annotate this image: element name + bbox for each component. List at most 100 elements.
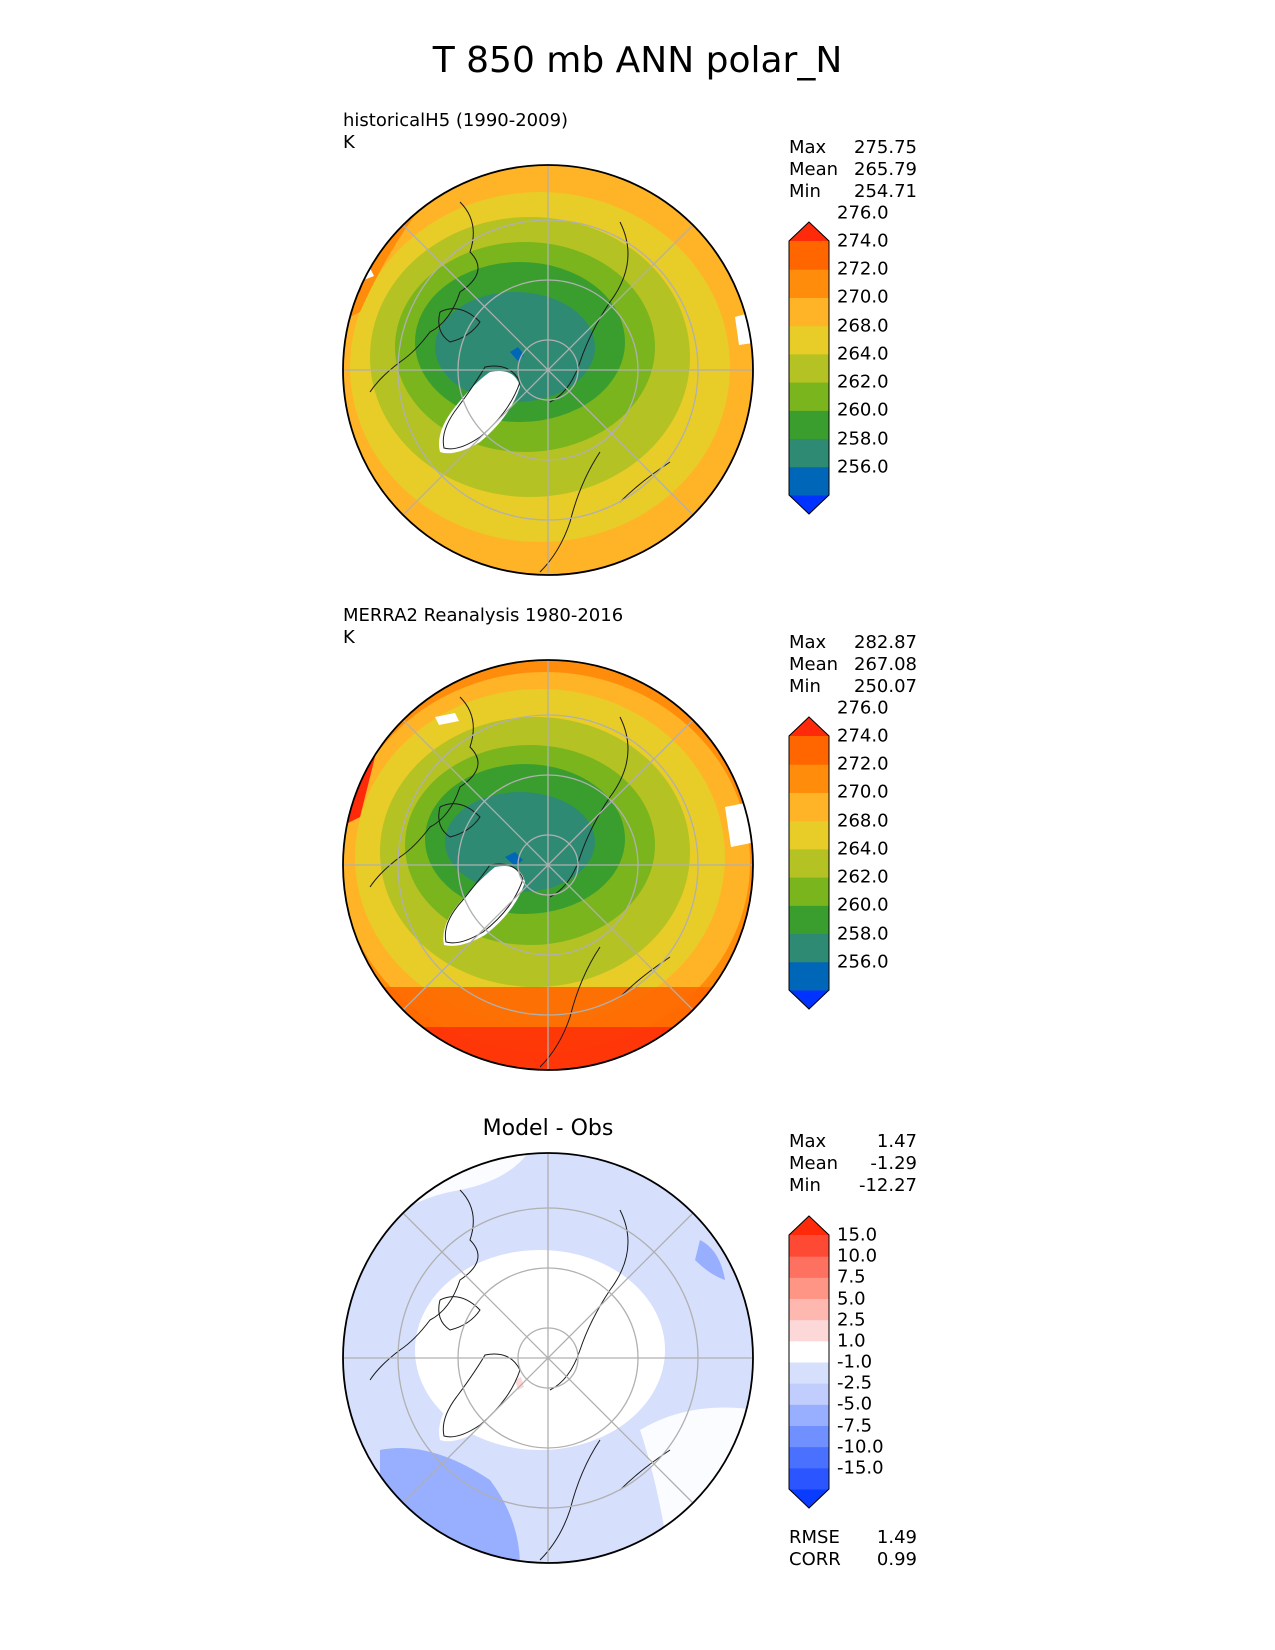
coastlines xyxy=(369,1189,671,1561)
panel-reference-name: MERRA2 Reanalysis 1980-2016 xyxy=(343,605,624,626)
colorbar-tick-label: 262.0 xyxy=(837,371,889,393)
colorbar-swatch xyxy=(789,792,829,822)
stats-difference: Max 1.47 Mean -1.29 Min -12.27 xyxy=(789,1131,917,1197)
colorbar-tick-label: 270.0 xyxy=(837,286,889,308)
panel-reference-units: K xyxy=(343,627,355,648)
coastlines xyxy=(369,201,671,573)
panel-test-units: K xyxy=(343,132,355,153)
colorbar-outline xyxy=(788,716,830,1010)
figure-title: T 850 mb ANN polar_N xyxy=(432,40,843,81)
stat-max: Max 275.75 xyxy=(789,137,917,158)
map-reference xyxy=(342,659,754,1071)
colorbar-tick-label: 274.0 xyxy=(837,230,889,252)
colorbar-reference xyxy=(788,716,830,1010)
colorbar-swatch xyxy=(789,241,829,270)
colorbar-tick-label: 2.5 xyxy=(837,1309,866,1331)
colorbar-extend-min xyxy=(789,495,829,514)
colorbar-swatch xyxy=(789,325,829,355)
colorbar-tick-label: 10.0 xyxy=(837,1245,878,1267)
colorbar-difference-labels: -15.0 -10.0 -7.5 -5.0 -2.5 -1.0 1.0 2.5 5.0 7.5 10… xyxy=(837,1215,917,1509)
panel-test-label: historicalH5 (1990-2009) K xyxy=(343,110,568,154)
colorbar-tick-label: 268.0 xyxy=(837,315,889,337)
colorbar-swatch xyxy=(789,905,829,935)
colorbar-swatch xyxy=(789,877,829,906)
colorbar-test xyxy=(788,221,830,515)
colorbar-tick-label: 264.0 xyxy=(837,343,889,365)
colorbar-swatch xyxy=(789,1362,829,1384)
stat-min: Min 250.07 xyxy=(789,676,917,697)
stat-max: Max 282.87 xyxy=(789,632,917,653)
field-band-258 xyxy=(445,792,595,892)
colorbar-tick-label: -5.0 xyxy=(837,1393,873,1415)
colorbar-swatch xyxy=(789,848,829,878)
graticule xyxy=(343,660,753,1070)
colorbar-swatch xyxy=(789,933,829,963)
colorbar-difference xyxy=(788,1215,830,1509)
panel-reference-label: MERRA2 Reanalysis 1980-2016 K xyxy=(343,605,623,649)
colorbar-swatch xyxy=(789,1425,829,1448)
colorbar-tick-label: 5.0 xyxy=(837,1288,866,1309)
panel-difference-title: Model - Obs xyxy=(482,1116,614,1141)
colorbar-tick-label: 7.5 xyxy=(837,1266,866,1288)
greenland-mask xyxy=(439,1359,520,1442)
colorbar-tick-label: 272.0 xyxy=(837,753,889,775)
colorbar-swatch xyxy=(789,438,829,468)
colorbar-swatch xyxy=(789,297,829,327)
map-test xyxy=(342,164,754,576)
stat-min: Min 254.71 xyxy=(789,181,917,202)
colorbar-tick-label: 276.0 xyxy=(837,697,889,719)
colorbar-swatch xyxy=(789,410,829,440)
field-band-258 xyxy=(435,292,595,402)
colorbar-swatch xyxy=(789,1298,829,1321)
colorbar-tick-label: 264.0 xyxy=(837,838,889,860)
colorbar-extend-max xyxy=(789,717,829,736)
colorbar-swatch xyxy=(789,1467,829,1490)
colorbar-swatch xyxy=(789,1319,829,1342)
colorbar-tick-label: 268.0 xyxy=(837,810,889,832)
colorbar-swatch xyxy=(789,1446,829,1469)
colorbar-tick-label: -10.0 xyxy=(837,1436,884,1458)
colorbar-tick-label: -7.5 xyxy=(837,1415,873,1436)
colorbar-tick-label: 276.0 xyxy=(837,202,889,224)
colorbar-swatch xyxy=(789,466,829,496)
colorbar-swatch xyxy=(789,353,829,383)
colorbar-tick-label: 272.0 xyxy=(837,258,889,280)
panel-test-name: historicalH5 (1990-2009) xyxy=(343,110,569,131)
field-band-positive xyxy=(515,1377,524,1390)
colorbar-swatch xyxy=(789,764,829,793)
colorbar-tick-label: 15.0 xyxy=(837,1224,878,1246)
stat-mean: Mean 265.79 xyxy=(789,159,917,180)
colorbar-tick-label: 256.0 xyxy=(837,951,889,973)
colorbar-swatch xyxy=(789,382,829,411)
stats-difference-extra: RMSE 1.49 CORR 0.99 xyxy=(789,1527,917,1571)
map-boundary xyxy=(342,659,754,1071)
stat-min: Min -12.27 xyxy=(789,1175,917,1196)
colorbar-tick-label: 1.0 xyxy=(837,1330,866,1352)
colorbar-swatch xyxy=(789,736,829,765)
colorbar-reference-labels: 256.0 258.0 260.0 262.0 264.0 268.0 270.0 272.0… xyxy=(837,697,917,1010)
stats-test: Max 275.75 Mean 265.79 Min 254.71 xyxy=(789,137,917,203)
colorbar-swatch xyxy=(789,961,829,991)
colorbar-outline xyxy=(788,221,830,515)
colorbar-swatch xyxy=(789,1340,829,1363)
colorbar-tick-label: 262.0 xyxy=(837,866,889,888)
colorbar-swatch xyxy=(789,1256,829,1278)
colorbar-tick-label: 260.0 xyxy=(837,399,889,421)
map-boundary xyxy=(342,164,754,576)
colorbar-tick-label: -1.0 xyxy=(837,1351,873,1373)
colorbar-extend-min xyxy=(789,990,829,1009)
colorbar-outline xyxy=(788,1215,830,1509)
stat-max: Max 1.47 xyxy=(789,1131,917,1152)
map-boundary xyxy=(342,1152,754,1564)
colorbar-tick-label: -15.0 xyxy=(837,1457,884,1479)
colorbar-tick-label: 260.0 xyxy=(837,894,889,916)
graticule xyxy=(343,165,753,575)
stats-reference: Max 282.87 Mean 267.08 Min 250.07 xyxy=(789,632,917,698)
colorbar-swatch xyxy=(789,1235,829,1257)
colorbar-swatch xyxy=(789,820,829,850)
colorbar-tick-label: 270.0 xyxy=(837,781,889,803)
colorbar-swatch xyxy=(789,1383,829,1405)
colorbar-tick-label: 256.0 xyxy=(837,456,889,478)
colorbar-extend-max xyxy=(789,222,829,241)
colorbar-extend-min xyxy=(789,1489,829,1508)
